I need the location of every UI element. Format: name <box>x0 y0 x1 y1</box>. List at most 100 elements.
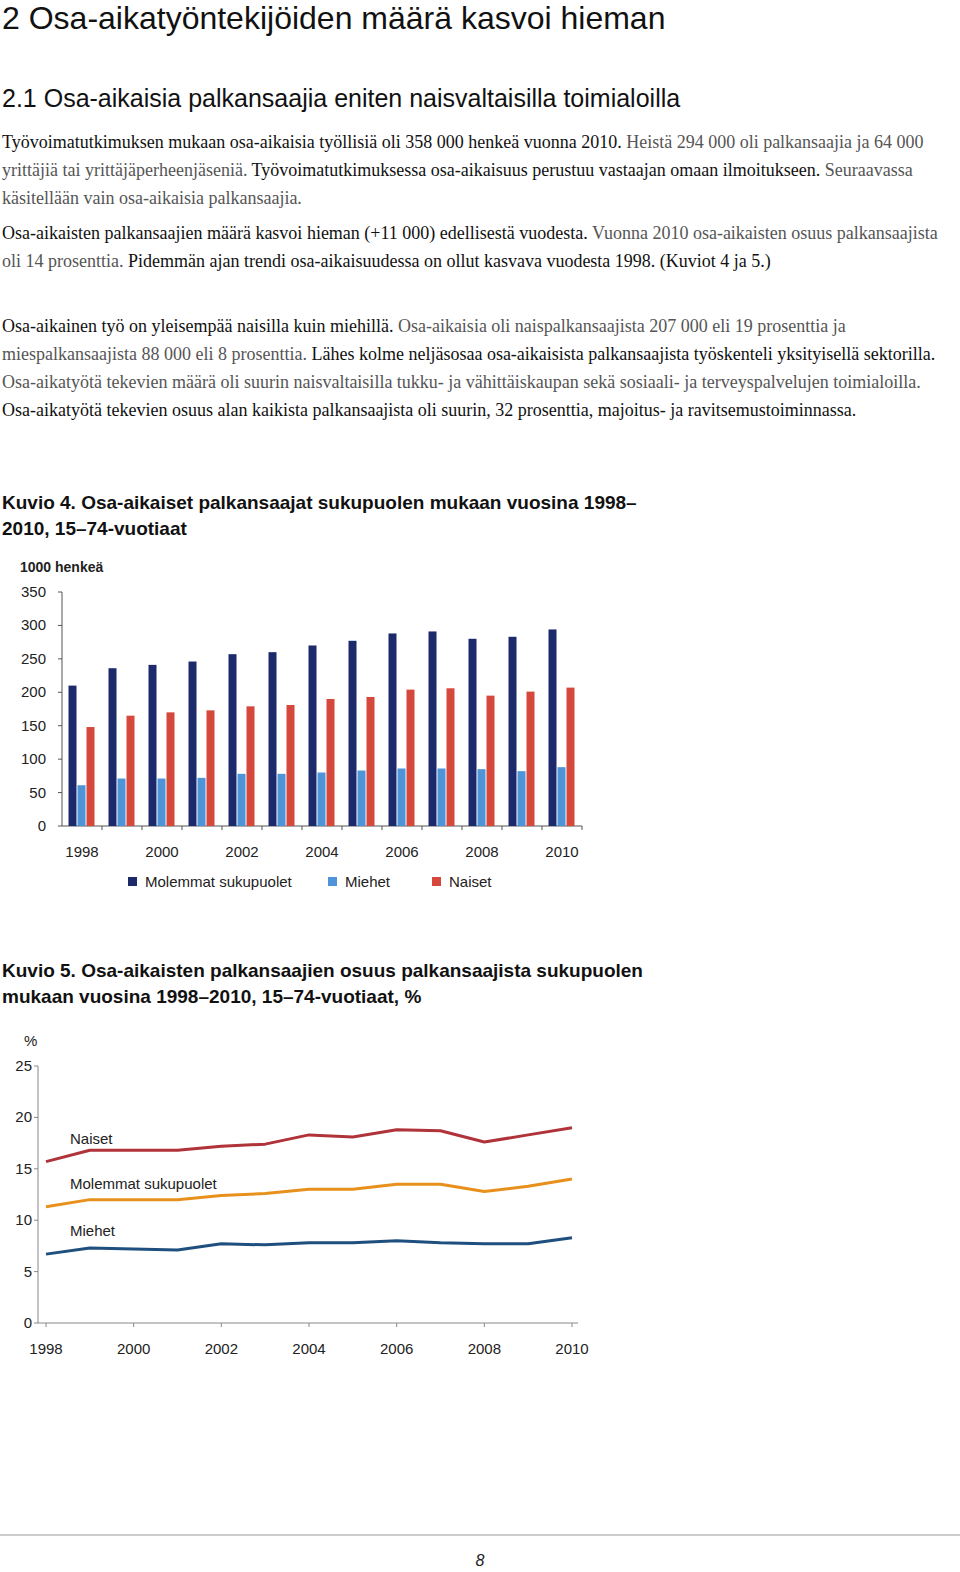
series-label: Naiset <box>70 1130 113 1147</box>
bar <box>87 727 95 826</box>
y-tick <box>34 1271 38 1272</box>
paragraph: Osa-aikainen työ on yleisempää naisilla … <box>2 312 957 424</box>
bar <box>389 633 397 826</box>
x-tick <box>221 1323 222 1327</box>
bar <box>167 712 175 826</box>
y-tick <box>58 792 62 793</box>
x-tick <box>422 826 423 830</box>
x-tick <box>484 1323 485 1327</box>
x-tick-label: 2000 <box>145 843 178 860</box>
x-tick <box>222 826 223 830</box>
x-tick <box>462 826 463 830</box>
y-tick-label: 350 <box>21 583 46 600</box>
y-tick <box>34 1323 38 1324</box>
x-tick-label: 1998 <box>65 843 98 860</box>
footer-rule <box>0 1535 960 1536</box>
y-tick <box>34 1168 38 1169</box>
y-tick-label: 20 <box>15 1108 32 1125</box>
bar <box>278 774 286 826</box>
legend-swatch <box>432 877 441 886</box>
subheading: 2.1 Osa-aikaisia palkansaajia eniten nai… <box>2 84 680 113</box>
x-tick <box>502 826 503 830</box>
y-tick <box>58 592 62 593</box>
x-tick <box>46 1323 47 1327</box>
x-tick <box>102 826 103 830</box>
bar-chart: 1000 henkeä05010015020025030035019982000… <box>20 559 582 890</box>
bar <box>549 629 557 826</box>
bar <box>518 771 526 826</box>
bars <box>69 629 575 826</box>
y-axis <box>62 592 63 826</box>
y-axis <box>38 1066 39 1323</box>
lines <box>46 1128 572 1254</box>
bar <box>198 778 206 826</box>
x-tick-label: 2002 <box>225 843 258 860</box>
series-label: Molemmat sukupuolet <box>70 1175 218 1192</box>
sentence: Lähes kolme neljäsosaa osa-aikaisista pa… <box>311 344 935 364</box>
bar <box>318 773 326 826</box>
y-tick-label: 50 <box>29 784 46 801</box>
paragraph: Osa-aikaisten palkansaajien määrä kasvoi… <box>2 219 957 275</box>
x-axis <box>38 1323 578 1324</box>
y-tick-label: 150 <box>21 717 46 734</box>
y-tick-label: 5 <box>24 1263 32 1280</box>
y-tick-label: 300 <box>21 616 46 633</box>
bar <box>438 769 446 826</box>
x-tick-label: 2004 <box>292 1340 325 1357</box>
series-line <box>46 1128 572 1162</box>
x-tick <box>182 826 183 830</box>
page-graphics: 81000 henkeä0501001502002503003501998200… <box>0 0 960 1572</box>
sentence: Osa-aikatyötä tekevien osuus alan kaikis… <box>2 400 856 420</box>
bar <box>238 774 246 826</box>
y-tick-label: 0 <box>38 817 46 834</box>
y-tick <box>34 1066 38 1067</box>
legend-label: Miehet <box>345 873 391 890</box>
sentence: Osa-aikaisten palkansaajien määrä kasvoi… <box>2 223 588 243</box>
x-tick <box>396 1323 397 1327</box>
x-tick <box>262 826 263 830</box>
y-tick-label: 0 <box>24 1314 32 1331</box>
sentence: Työvoimatutkimuksen mukaan osa-aikaisia … <box>2 132 622 152</box>
y-tick-label: 25 <box>15 1057 32 1074</box>
x-tick <box>342 826 343 830</box>
x-tick <box>309 1323 310 1327</box>
y-axis-label: 1000 henkeä <box>20 559 103 575</box>
bar <box>149 665 157 826</box>
x-tick <box>572 1323 573 1327</box>
paragraph: Työvoimatutkimuksen mukaan osa-aikaisia … <box>2 128 957 212</box>
x-tick-label: 2004 <box>305 843 338 860</box>
series-label: Miehet <box>70 1222 116 1239</box>
bar <box>127 716 135 826</box>
x-tick <box>142 826 143 830</box>
y-tick-label: 200 <box>21 683 46 700</box>
page-number: 8 <box>476 1552 485 1569</box>
bar <box>287 705 295 826</box>
x-tick-label: 2010 <box>545 843 578 860</box>
x-tick-label: 2006 <box>385 843 418 860</box>
bar <box>567 688 575 826</box>
figure-caption: Kuvio 5. Osa-aikaisten palkansaajien osu… <box>2 958 662 1010</box>
x-tick-label: 2002 <box>205 1340 238 1357</box>
y-tick-label: 100 <box>21 750 46 767</box>
line-chart: %05101520251998200020022004200620082010N… <box>15 1032 588 1357</box>
bar <box>349 641 357 826</box>
legend-label: Naiset <box>449 873 492 890</box>
legend-swatch <box>128 877 137 886</box>
bar <box>309 645 317 826</box>
bar <box>509 637 517 826</box>
bar <box>327 699 335 826</box>
bar <box>398 769 406 826</box>
bar <box>558 767 566 826</box>
x-tick <box>582 826 583 830</box>
sentence: Osa-aikatyötä tekevien määrä oli suurin … <box>2 372 921 392</box>
series-line <box>46 1238 572 1254</box>
y-tick <box>58 625 62 626</box>
sentence: Osa-aikainen työ on yleisempää naisilla … <box>2 316 393 336</box>
bar <box>118 779 126 826</box>
figure-caption: Kuvio 4. Osa-aikaiset palkansaajat sukup… <box>2 490 662 542</box>
y-tick <box>58 826 62 827</box>
bar <box>429 631 437 826</box>
bar <box>269 652 277 826</box>
x-tick <box>133 1323 134 1327</box>
x-tick-label: 1998 <box>29 1340 62 1357</box>
